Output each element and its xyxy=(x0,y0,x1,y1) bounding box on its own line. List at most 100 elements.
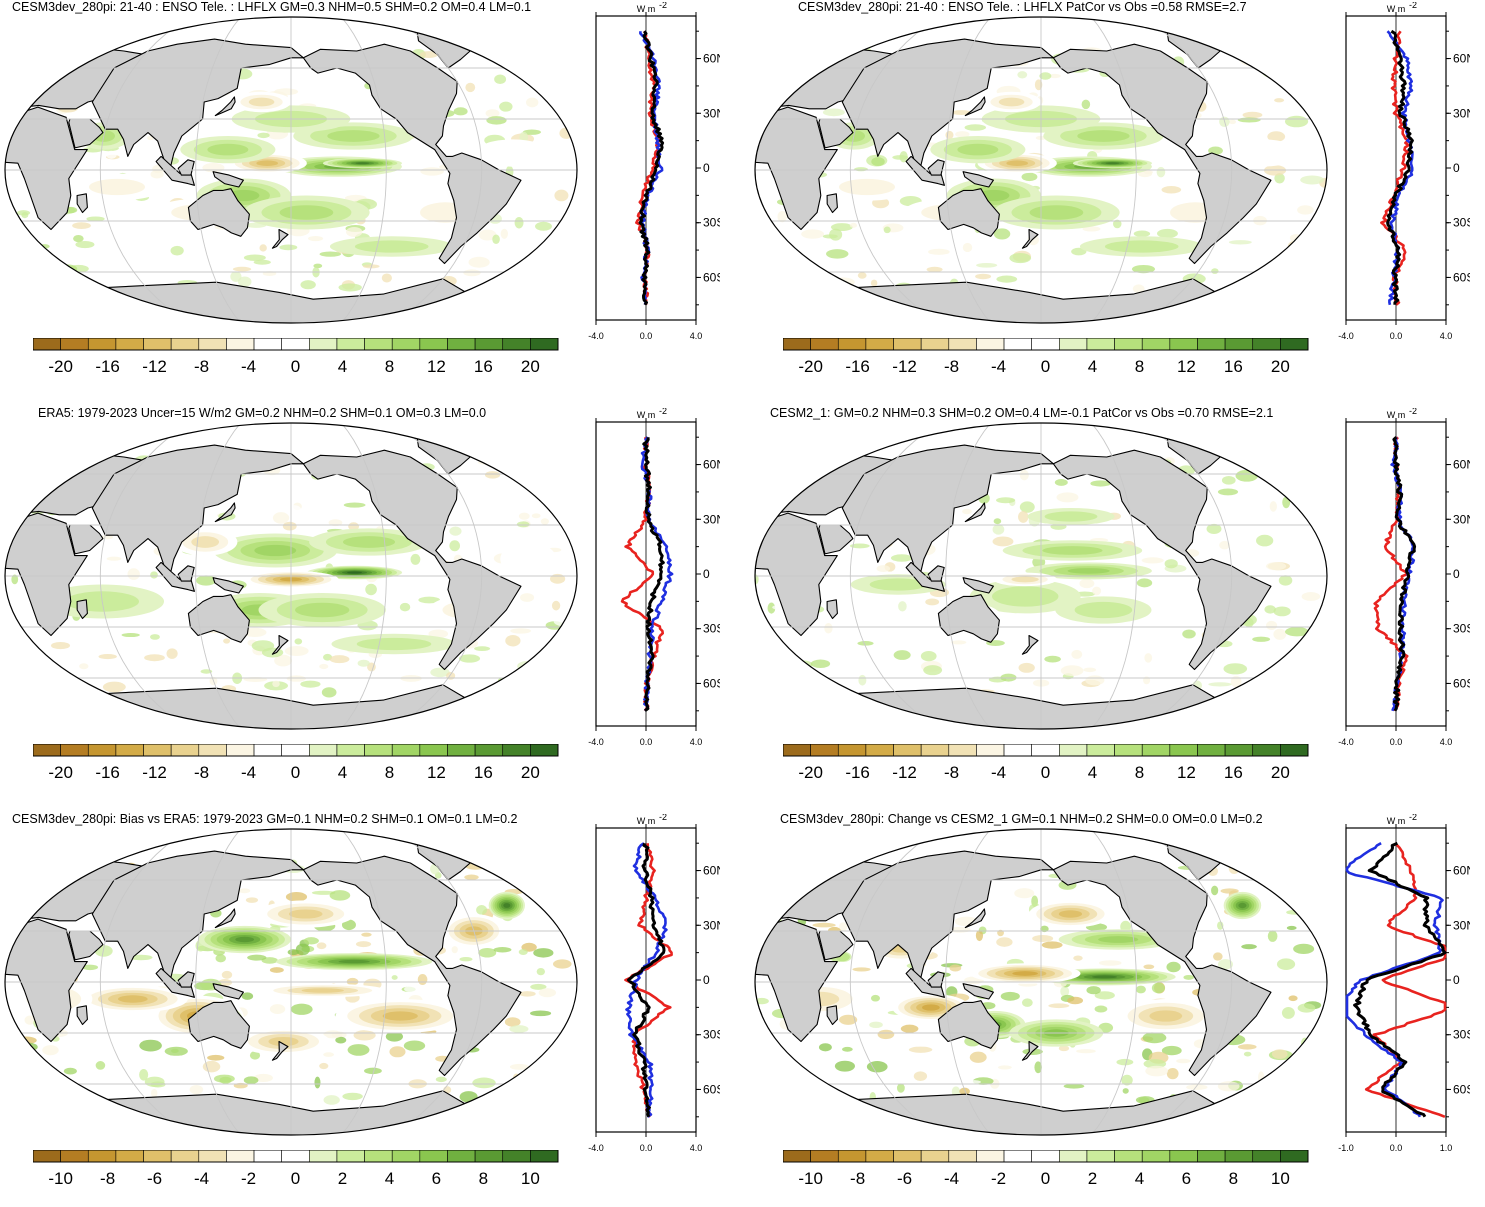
panel-5: CESM3dev_280pi: Bias vs ERA5: 1979-2023 … xyxy=(0,812,742,1207)
anomaly-speckle xyxy=(1229,119,1236,125)
land-australia xyxy=(187,188,250,237)
anomaly-speckle xyxy=(348,522,360,531)
anomaly-speckle xyxy=(329,890,351,901)
colorbar-label: -2 xyxy=(991,1169,1006,1188)
colorbar-label: 0 xyxy=(1041,763,1050,782)
anomaly-speckle xyxy=(1044,655,1061,663)
colorbar-label: -8 xyxy=(944,763,959,782)
anomaly-speckle xyxy=(962,508,972,515)
zonal-line-reference xyxy=(642,437,665,712)
colorbar-box xyxy=(33,338,61,351)
anomaly-speckle xyxy=(1098,960,1122,966)
zonal-mean-plot: W m-2 60N 30N 0 30S 60S -4.0 0.0 4.0 xyxy=(1338,408,1470,747)
colorbar-box xyxy=(226,1150,255,1163)
anomaly-speckle xyxy=(139,1068,149,1081)
meridian-line xyxy=(195,423,241,729)
colorbar-box xyxy=(309,338,338,351)
anomaly-speckle xyxy=(899,151,908,163)
colorbar-label: 16 xyxy=(474,357,493,376)
anomaly-speckle xyxy=(323,1030,343,1039)
anomaly-speckle xyxy=(223,638,231,644)
anomaly-speckle xyxy=(518,512,530,520)
anomaly-speckle xyxy=(420,167,444,176)
meridian-line xyxy=(1091,829,1137,1135)
anomaly-speckle xyxy=(79,663,89,670)
x-tick-label: 4.0 xyxy=(1440,737,1453,747)
colorbar-box xyxy=(364,1150,393,1163)
anomaly-speckle xyxy=(237,276,252,287)
anomaly-speckle xyxy=(871,157,885,166)
land-madagascar xyxy=(826,599,838,620)
anomaly-speckle xyxy=(1041,941,1063,949)
anomaly-speckle xyxy=(509,1025,529,1033)
anomaly-speckle xyxy=(1018,510,1029,523)
anomaly-speckle xyxy=(42,1045,59,1056)
zonal-line-model xyxy=(620,436,664,712)
colorbar-box xyxy=(1086,744,1115,757)
land-nz xyxy=(1021,228,1039,249)
anomaly-speckle xyxy=(472,1077,496,1089)
anomaly-speckle xyxy=(1237,117,1261,123)
colorbar-box xyxy=(309,744,338,757)
colorbar-box xyxy=(87,1150,117,1163)
anomaly-speckle xyxy=(893,650,911,660)
land-uk xyxy=(29,70,50,86)
anomaly-contour xyxy=(1011,576,1039,583)
colorbar-box xyxy=(1252,744,1281,757)
meridian-line xyxy=(1141,423,1233,729)
lat-tick-label: 30S xyxy=(1453,216,1470,230)
anomaly-speckle xyxy=(883,226,891,234)
anomaly-speckle xyxy=(63,1067,77,1075)
anomaly-speckle xyxy=(554,189,569,202)
anomaly-speckle xyxy=(102,681,126,693)
x-tick-label: 0.0 xyxy=(640,737,653,747)
anomaly-speckle xyxy=(463,269,481,277)
anomaly-contour xyxy=(356,637,432,651)
colorbar-box xyxy=(948,1150,977,1163)
colorbar-box xyxy=(115,744,144,757)
anomaly-speckle xyxy=(976,262,998,268)
anomaly-speckle xyxy=(1121,1074,1133,1086)
anomaly-speckle xyxy=(269,967,284,973)
anomaly-speckle xyxy=(166,648,178,659)
anomaly-speckle xyxy=(1142,1032,1167,1044)
anomaly-speckle xyxy=(51,641,70,650)
anomaly-speckle xyxy=(269,1004,286,1015)
x-tick-label: -4.0 xyxy=(1338,737,1354,747)
anomaly-speckle xyxy=(923,665,943,676)
colorbar-box xyxy=(837,1150,867,1163)
anomaly-speckle xyxy=(321,687,337,698)
anomaly-field xyxy=(11,454,576,698)
anomaly-speckle xyxy=(150,1088,158,1098)
anomaly-contour xyxy=(256,160,279,166)
colorbar-label: 16 xyxy=(1224,357,1243,376)
colorbar-box xyxy=(530,338,559,351)
colorbar-box xyxy=(783,338,811,351)
colorbar-label: 2 xyxy=(1088,1169,1097,1188)
anomaly-speckle xyxy=(552,959,572,969)
colorbar-label: 0 xyxy=(1041,357,1050,376)
x-tick-label: -4.0 xyxy=(588,331,604,341)
anomaly-speckle xyxy=(818,1043,832,1052)
colorbar-label: -20 xyxy=(798,763,823,782)
anomaly-speckle xyxy=(821,860,828,872)
anomaly-speckle xyxy=(121,633,140,638)
colorbar-label: -8 xyxy=(100,1169,115,1188)
colorbar-label: 8 xyxy=(1229,1169,1238,1188)
anomaly-speckle xyxy=(1197,522,1207,529)
anomaly-contour xyxy=(503,903,511,908)
colorbar-box xyxy=(226,744,255,757)
anomaly-speckle xyxy=(202,162,225,173)
anomaly-speckle xyxy=(1018,662,1035,673)
anomaly-speckle xyxy=(485,109,500,118)
anomaly-speckle xyxy=(218,979,233,986)
anomaly-speckle xyxy=(870,279,878,287)
anomaly-speckle xyxy=(503,54,511,61)
anomaly-speckle xyxy=(73,234,84,243)
anomaly-speckle xyxy=(1040,925,1049,933)
anomaly-speckle xyxy=(464,874,479,880)
anomaly-speckle xyxy=(499,275,512,286)
anomaly-speckle xyxy=(1034,1061,1042,1074)
anomaly-speckle xyxy=(346,226,363,237)
colorbar-box xyxy=(783,744,811,757)
